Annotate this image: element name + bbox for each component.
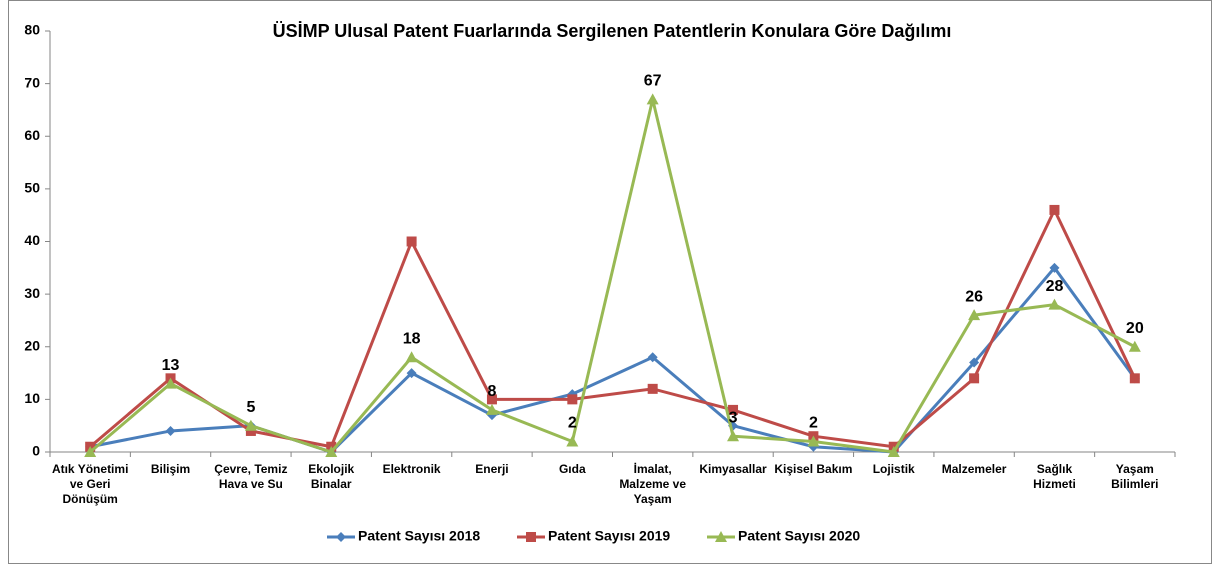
x-tick-label: Gıda xyxy=(558,462,586,476)
data-label: 8 xyxy=(488,383,497,400)
data-label: 2 xyxy=(809,415,818,432)
marker xyxy=(887,446,900,457)
y-tick-label: 60 xyxy=(24,127,40,143)
x-tick-label-box: Kişisel Bakım xyxy=(774,462,853,476)
chart-title: ÜSİMP Ulusal Patent Fuarlarında Sergilen… xyxy=(273,21,952,41)
x-tick-label-box: Sağlık Hizmeti xyxy=(1033,462,1076,491)
x-tick-label-box: Ekolojik Binalar xyxy=(308,462,355,491)
x-tick-label: İmalat, Malzeme ve Yaşam xyxy=(619,462,687,506)
marker xyxy=(1049,262,1060,273)
marker xyxy=(968,309,981,321)
marker xyxy=(486,394,497,405)
data-label: 18 xyxy=(403,330,421,347)
legend-label: Patent Sayısı 2020 xyxy=(738,528,860,544)
marker xyxy=(1129,373,1140,384)
marker xyxy=(969,357,980,368)
x-tick-label: Kişisel Bakım xyxy=(774,462,853,476)
x-tick-label: Ekolojik Binalar xyxy=(308,462,355,491)
y-tick-label: 80 xyxy=(24,22,40,38)
y-tick-label: 0 xyxy=(32,443,40,459)
x-tick-label: Malzemeler xyxy=(941,462,1007,476)
y-tick-label: 10 xyxy=(24,390,40,406)
legend-label: Patent Sayısı 2018 xyxy=(358,528,480,544)
x-tick-label-box: Yaşam Bilimleri xyxy=(1111,462,1159,491)
x-tick-label-box: Enerji xyxy=(475,462,509,476)
marker xyxy=(646,93,659,105)
marker xyxy=(647,352,658,363)
marker xyxy=(526,532,536,542)
marker xyxy=(715,531,727,542)
series-line xyxy=(89,99,1136,454)
data-label: 3 xyxy=(729,409,738,426)
y-tick-label: 50 xyxy=(24,180,40,196)
x-tick-label: Çevre, Temiz Hava ve Su xyxy=(214,462,288,491)
marker xyxy=(406,236,417,247)
marker xyxy=(244,419,257,431)
x-tick-label-box: Malzemeler xyxy=(941,462,1007,476)
data-label: 20 xyxy=(1126,320,1144,337)
marker xyxy=(405,351,418,363)
data-label: 67 xyxy=(644,73,662,90)
x-tick-label-box: Bilişim xyxy=(150,462,191,476)
x-tick-label-box: Atık Yönetimi ve Geri Dönüşüm xyxy=(51,462,129,506)
marker xyxy=(406,368,417,379)
marker xyxy=(807,435,820,447)
x-tick-label: Bilişim xyxy=(150,462,191,476)
marker xyxy=(164,377,177,389)
data-label: 26 xyxy=(965,288,983,305)
marker xyxy=(727,430,740,442)
legend-label: Patent Sayısı 2019 xyxy=(548,528,670,544)
series-line xyxy=(89,206,1137,449)
x-tick-label: Sağlık Hizmeti xyxy=(1033,462,1076,491)
x-tick-label-box: Elektronik xyxy=(382,462,441,476)
x-tick-label-box: Gıda xyxy=(558,462,586,476)
marker xyxy=(969,373,980,384)
y-tick-label: 20 xyxy=(24,337,40,353)
marker xyxy=(1049,204,1060,215)
marker xyxy=(336,532,346,542)
marker xyxy=(485,403,498,415)
x-tick-label: Elektronik xyxy=(382,462,441,476)
x-tick-label-box: Kimyasallar xyxy=(699,462,767,476)
x-tick-label: Lojistik xyxy=(872,462,915,476)
data-label: 5 xyxy=(246,399,255,416)
x-tick-label: Kimyasallar xyxy=(699,462,767,476)
marker xyxy=(728,404,739,415)
marker xyxy=(325,446,338,457)
x-tick-label-box: Lojistik xyxy=(872,462,915,476)
data-label: 2 xyxy=(568,415,577,432)
marker xyxy=(647,383,658,394)
marker xyxy=(1128,340,1141,352)
data-label: 13 xyxy=(162,357,180,374)
marker xyxy=(245,425,256,436)
marker xyxy=(566,435,579,447)
data-label: 28 xyxy=(1046,278,1064,295)
marker xyxy=(567,394,578,405)
marker xyxy=(1048,298,1061,310)
y-tick-label: 40 xyxy=(24,232,40,248)
x-tick-label-box: Çevre, Temiz Hava ve Su xyxy=(214,462,288,491)
x-tick-label: Enerji xyxy=(475,462,509,476)
marker xyxy=(84,446,97,457)
x-tick-label: Yaşam Bilimleri xyxy=(1111,462,1159,491)
y-tick-label: 30 xyxy=(24,285,40,301)
x-tick-label-box: İmalat, Malzeme ve Yaşam xyxy=(619,462,687,506)
x-tick-label: Atık Yönetimi ve Geri Dönüşüm xyxy=(51,462,129,506)
marker xyxy=(165,425,176,436)
y-tick-label: 70 xyxy=(24,74,40,90)
